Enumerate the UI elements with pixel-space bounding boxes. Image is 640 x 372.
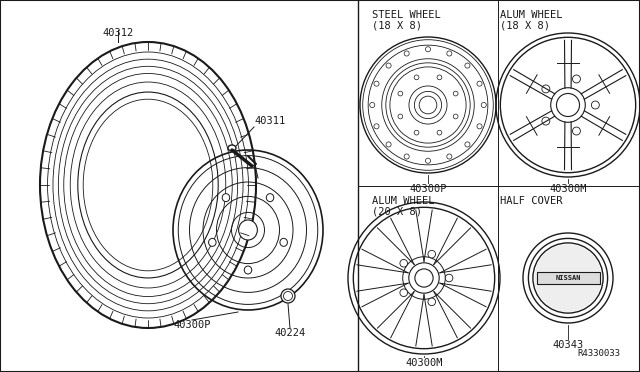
Ellipse shape xyxy=(244,266,252,274)
Ellipse shape xyxy=(78,92,218,278)
Ellipse shape xyxy=(222,194,230,202)
Circle shape xyxy=(573,127,580,135)
Text: (18 X 8): (18 X 8) xyxy=(372,21,422,31)
Text: NISSAN: NISSAN xyxy=(556,275,580,281)
Ellipse shape xyxy=(453,91,458,96)
Ellipse shape xyxy=(453,114,458,119)
Text: STEEL WHEEL: STEEL WHEEL xyxy=(372,10,441,20)
Ellipse shape xyxy=(266,194,274,202)
Circle shape xyxy=(428,298,436,306)
Ellipse shape xyxy=(374,124,379,129)
Ellipse shape xyxy=(477,124,482,129)
Ellipse shape xyxy=(209,238,216,246)
Text: R4330033: R4330033 xyxy=(577,349,620,358)
Circle shape xyxy=(428,250,436,258)
Circle shape xyxy=(542,85,550,93)
Text: (18 X 8): (18 X 8) xyxy=(500,21,550,31)
Circle shape xyxy=(400,259,408,267)
Circle shape xyxy=(573,75,580,83)
Ellipse shape xyxy=(398,114,403,119)
Text: 40224: 40224 xyxy=(275,328,306,338)
Text: 40300M: 40300M xyxy=(549,184,587,194)
Ellipse shape xyxy=(374,81,379,86)
Ellipse shape xyxy=(398,91,403,96)
FancyBboxPatch shape xyxy=(536,272,600,284)
Circle shape xyxy=(415,92,442,119)
Ellipse shape xyxy=(281,289,295,303)
Ellipse shape xyxy=(481,102,486,108)
Text: 40311: 40311 xyxy=(254,116,285,126)
Text: 40312: 40312 xyxy=(102,28,134,38)
Ellipse shape xyxy=(239,220,257,240)
Text: HALF COVER: HALF COVER xyxy=(500,196,563,206)
Ellipse shape xyxy=(447,51,452,56)
Text: 40300P: 40300P xyxy=(409,184,447,194)
Ellipse shape xyxy=(404,154,409,159)
Ellipse shape xyxy=(426,158,431,163)
Text: 40343: 40343 xyxy=(552,340,584,350)
Ellipse shape xyxy=(426,47,431,52)
Ellipse shape xyxy=(386,142,391,147)
Circle shape xyxy=(591,101,599,109)
Circle shape xyxy=(550,88,585,122)
Text: ALUM WHEEL: ALUM WHEEL xyxy=(500,10,563,20)
Ellipse shape xyxy=(228,145,236,151)
Ellipse shape xyxy=(465,142,470,147)
Ellipse shape xyxy=(370,102,375,108)
Text: 40300M: 40300M xyxy=(405,358,443,368)
Text: ALUM WHEEL: ALUM WHEEL xyxy=(372,196,435,206)
Text: 40300P: 40300P xyxy=(173,320,211,330)
Ellipse shape xyxy=(414,130,419,135)
Circle shape xyxy=(542,117,550,125)
Circle shape xyxy=(400,289,408,296)
Ellipse shape xyxy=(280,238,287,246)
Circle shape xyxy=(445,274,453,282)
Ellipse shape xyxy=(386,63,391,68)
Circle shape xyxy=(409,263,439,293)
Ellipse shape xyxy=(437,75,442,80)
Ellipse shape xyxy=(477,81,482,86)
Text: (20 X 8): (20 X 8) xyxy=(372,207,422,217)
Ellipse shape xyxy=(437,130,442,135)
Ellipse shape xyxy=(447,154,452,159)
Ellipse shape xyxy=(414,75,419,80)
Ellipse shape xyxy=(465,63,470,68)
Circle shape xyxy=(534,244,602,312)
Ellipse shape xyxy=(404,51,409,56)
